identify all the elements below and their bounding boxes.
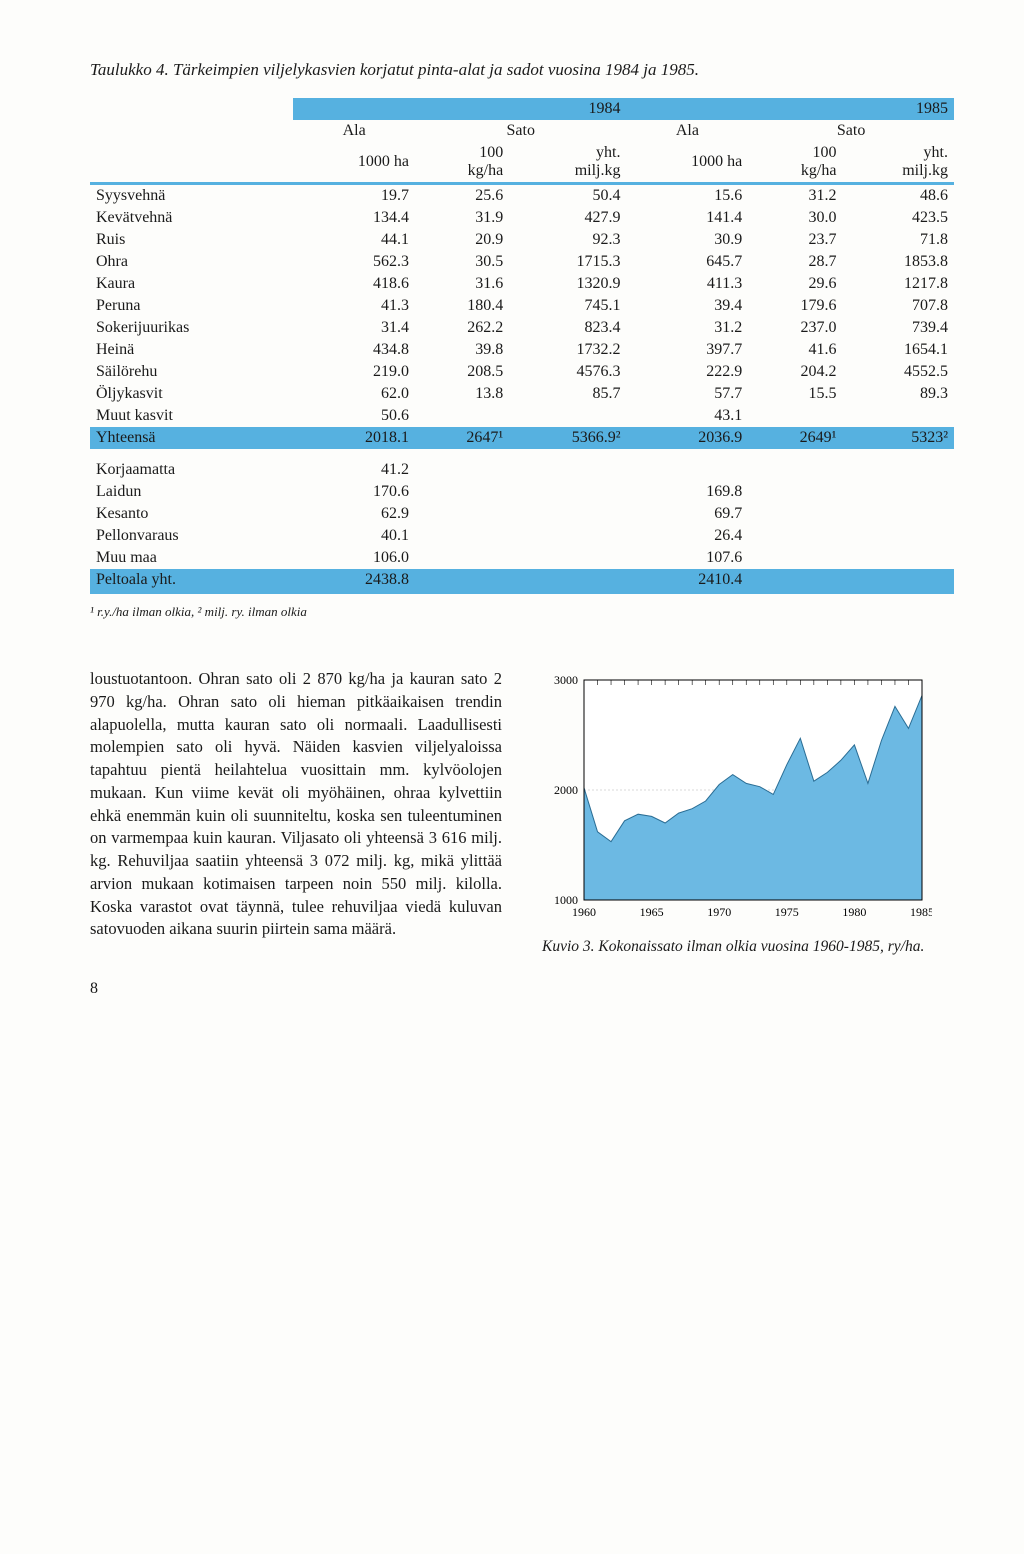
table-row: Muu maa106.0107.6 [90,547,954,569]
svg-text:1985: 1985 [910,905,932,919]
table-row: Syysvehnä19.725.650.415.631.248.6 [90,185,954,207]
svg-text:1975: 1975 [775,905,799,919]
area-chart: 100020003000196019651970197519801985 [542,668,932,928]
table-caption: Taulukko 4. Tärkeimpien viljelykasvien k… [90,60,954,80]
year-1985: 1985 [627,98,955,120]
table-row: Kevätvehnä134.431.9427.9141.430.0423.5 [90,207,954,229]
table-row: Korjaamatta41.2 [90,459,954,481]
hdr-ala-84: Ala [293,120,415,142]
hdr-unit: 1000 ha [293,142,415,182]
table-row: Kaura418.631.61320.9411.329.61217.8 [90,273,954,295]
hdr-unit: 100kg/ha [748,142,842,182]
table-row: Heinä434.839.81732.2397.741.61654.1 [90,339,954,361]
year-1984: 1984 [293,98,626,120]
table-row: Ohra562.330.51715.3645.728.71853.8 [90,251,954,273]
svg-text:1965: 1965 [640,905,664,919]
table-footnote: ¹ r.y./ha ilman olkia, ² milj. ry. ilman… [90,604,954,620]
body-paragraph: loustuotantoon. Ohran sato oli 2 870 kg/… [90,668,502,956]
svg-text:2000: 2000 [554,783,578,797]
hdr-unit: 1000 ha [627,142,749,182]
svg-text:1980: 1980 [842,905,866,919]
table-row: Kesanto62.969.7 [90,503,954,525]
table-row: Pellonvaraus40.126.4 [90,525,954,547]
table-row: Muut kasvit50.643.1 [90,405,954,427]
hdr-unit: yht.milj.kg [842,142,954,182]
data-table: 1984 1985 Ala Sato Ala Sato 1000 ha 100k… [90,98,954,594]
hdr-unit: yht.milj.kg [509,142,626,182]
hdr-ala-85: Ala [627,120,749,142]
chart-caption: Kuvio 3. Kokonaissato ilman olkia vuosin… [542,938,954,956]
page-number: 8 [90,980,954,998]
hdr-unit: 100kg/ha [415,142,509,182]
table-row: Säilörehu219.0208.54576.3222.9204.24552.… [90,361,954,383]
svg-text:1960: 1960 [572,905,596,919]
table-row: Laidun170.6169.8 [90,481,954,503]
svg-text:1970: 1970 [707,905,731,919]
hdr-sato-85: Sato [748,120,954,142]
table-row: Sokerijuurikas31.4262.2823.431.2237.0739… [90,317,954,339]
table-row: Ruis44.120.992.330.923.771.8 [90,229,954,251]
table-row: Peruna41.3180.4745.139.4179.6707.8 [90,295,954,317]
hdr-sato-84: Sato [415,120,626,142]
table-row: Öljykasvit62.013.885.757.715.589.3 [90,383,954,405]
svg-text:3000: 3000 [554,673,578,687]
